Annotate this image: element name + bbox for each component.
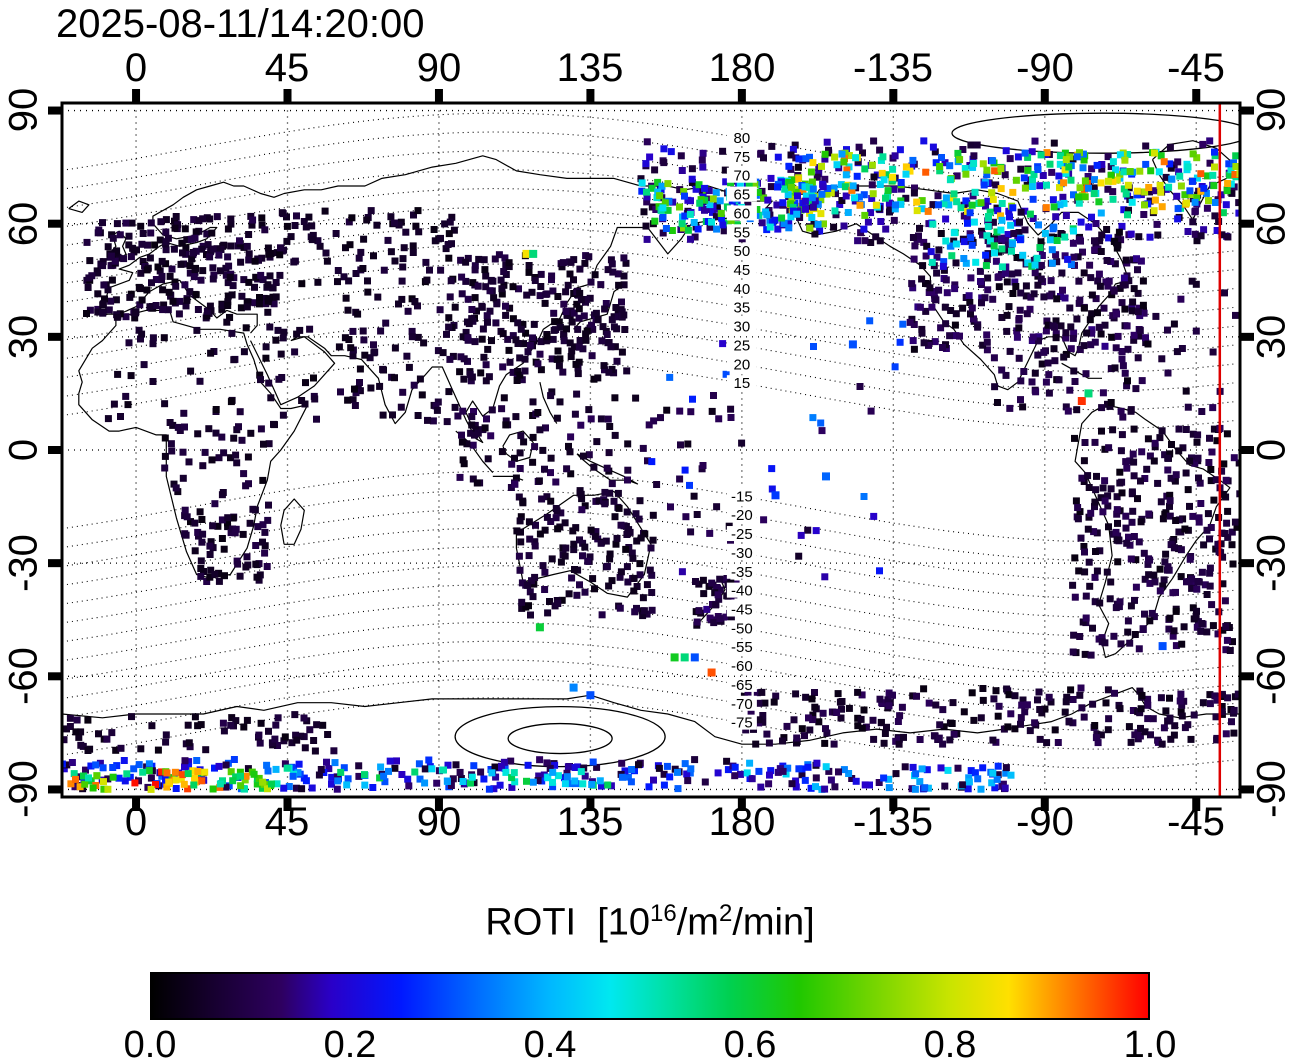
svg-text:-70: -70 bbox=[731, 696, 753, 713]
svg-text:45: 45 bbox=[734, 262, 751, 279]
timestamp-title: 2025-08-11/14:20:00 bbox=[56, 2, 425, 46]
svg-text:20: 20 bbox=[734, 356, 751, 373]
lat-tick-label: 90 bbox=[1, 87, 46, 133]
svg-text:-65: -65 bbox=[731, 677, 753, 694]
svg-text:65: 65 bbox=[734, 187, 751, 204]
svg-text:-20: -20 bbox=[731, 507, 753, 524]
colorbar-tick-label: 0.2 bbox=[323, 1024, 377, 1064]
svg-text:-35: -35 bbox=[731, 564, 753, 581]
lon-tick-label: -45 bbox=[1167, 46, 1225, 90]
lon-tick-label: 0 bbox=[124, 46, 148, 90]
svg-text:-50: -50 bbox=[731, 620, 753, 637]
lon-tick-label: 180 bbox=[708, 46, 776, 90]
svg-text:60: 60 bbox=[734, 205, 751, 222]
colorbar-tick-label: 0.0 bbox=[123, 1024, 177, 1064]
roti-data-layer bbox=[62, 137, 1240, 793]
svg-text:-55: -55 bbox=[731, 639, 753, 656]
svg-text:55: 55 bbox=[734, 224, 751, 241]
map-frame bbox=[48, 89, 1254, 811]
colorbar-tick-label: 1.0 bbox=[1123, 1024, 1177, 1064]
svg-text:40: 40 bbox=[734, 281, 751, 298]
svg-text:70: 70 bbox=[734, 168, 751, 185]
svg-text:-75: -75 bbox=[731, 715, 753, 732]
lat-tick-label: -30 bbox=[1, 534, 46, 592]
lon-tick-label: 45 bbox=[264, 46, 310, 90]
svg-text:-40: -40 bbox=[731, 583, 753, 600]
colorbar-tick-label: 0.4 bbox=[523, 1024, 577, 1064]
svg-text:35: 35 bbox=[734, 300, 751, 317]
lon-tick-label: 90 bbox=[416, 46, 462, 90]
colorbar-tick-label: 0.6 bbox=[723, 1024, 777, 1064]
lon-tick-label: 0 bbox=[124, 800, 148, 844]
svg-text:-25: -25 bbox=[731, 526, 753, 543]
svg-text:25: 25 bbox=[734, 337, 751, 354]
lat-tick-label: -60 bbox=[1, 647, 46, 705]
svg-text:30: 30 bbox=[734, 319, 751, 336]
lat-tick-label: -90 bbox=[1, 760, 46, 818]
lon-tick-label: -90 bbox=[1016, 46, 1074, 90]
svg-text:-60: -60 bbox=[731, 658, 753, 675]
svg-text:-45: -45 bbox=[731, 601, 753, 618]
svg-text:15: 15 bbox=[734, 375, 751, 392]
lon-tick-label: 135 bbox=[556, 46, 624, 90]
svg-text:75: 75 bbox=[734, 149, 751, 166]
svg-text:80: 80 bbox=[734, 130, 751, 147]
svg-text:-30: -30 bbox=[731, 545, 753, 562]
colorbar bbox=[150, 972, 1150, 1020]
lat-tick-label: 0 bbox=[1, 438, 46, 462]
colorbar-title: ROTI [1016/m2/min] bbox=[485, 900, 815, 944]
colorbar-gradient bbox=[152, 974, 1148, 1018]
svg-text:-15: -15 bbox=[731, 488, 753, 505]
lat-tick-label: 60 bbox=[1, 201, 46, 247]
svg-text:50: 50 bbox=[734, 243, 751, 260]
colorbar-tick-label: 0.8 bbox=[923, 1024, 977, 1064]
lon-tick-label: -135 bbox=[852, 46, 934, 90]
lat-tick-label: 30 bbox=[1, 314, 46, 360]
